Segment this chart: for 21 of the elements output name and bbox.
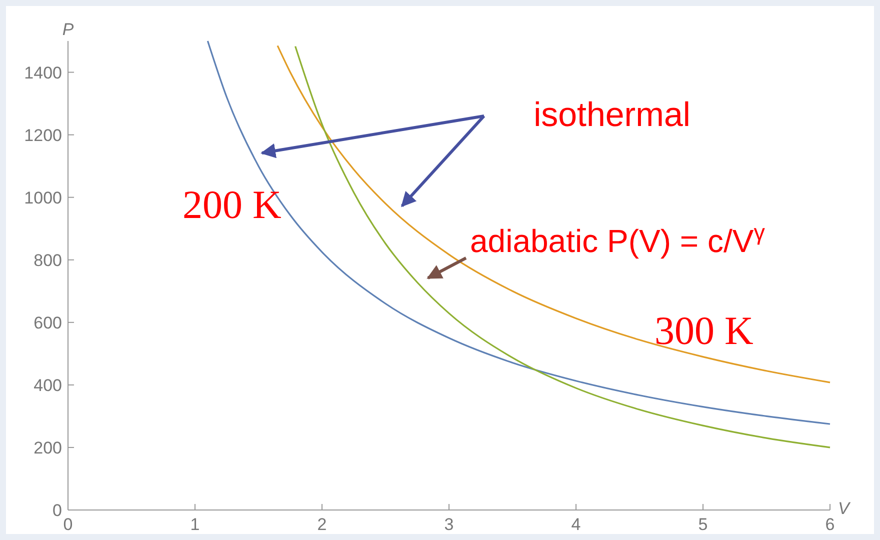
y-axis-title: P bbox=[62, 20, 74, 39]
x-tick-label: 2 bbox=[317, 515, 327, 534]
y-tick-label: 200 bbox=[34, 438, 62, 458]
x-tick-label: 5 bbox=[698, 515, 708, 534]
x-tick-label: 3 bbox=[444, 515, 454, 534]
annotation: isothermal bbox=[534, 96, 690, 134]
y-tick-label: 600 bbox=[34, 313, 62, 332]
x-tick-label: 4 bbox=[571, 515, 581, 534]
y-tick-label: 800 bbox=[34, 250, 62, 270]
annotation: 300 K bbox=[654, 308, 754, 353]
y-tick-label: 1000 bbox=[24, 188, 62, 208]
x-axis-title: V bbox=[838, 499, 851, 518]
annotation: adiabatic P(V) = c/V$^{γ}$ bbox=[470, 220, 766, 259]
annotation: 200 K bbox=[182, 182, 282, 227]
line-series bbox=[294, 46, 831, 448]
y-tick-label: 1200 bbox=[24, 126, 62, 145]
x-tick-label: 1 bbox=[190, 515, 200, 534]
y-tick-label: 400 bbox=[34, 376, 62, 395]
x-tick-label: 6 bbox=[825, 515, 835, 534]
y-tick-label: 1400 bbox=[24, 63, 62, 82]
y-tick-label: 0 bbox=[52, 501, 62, 520]
